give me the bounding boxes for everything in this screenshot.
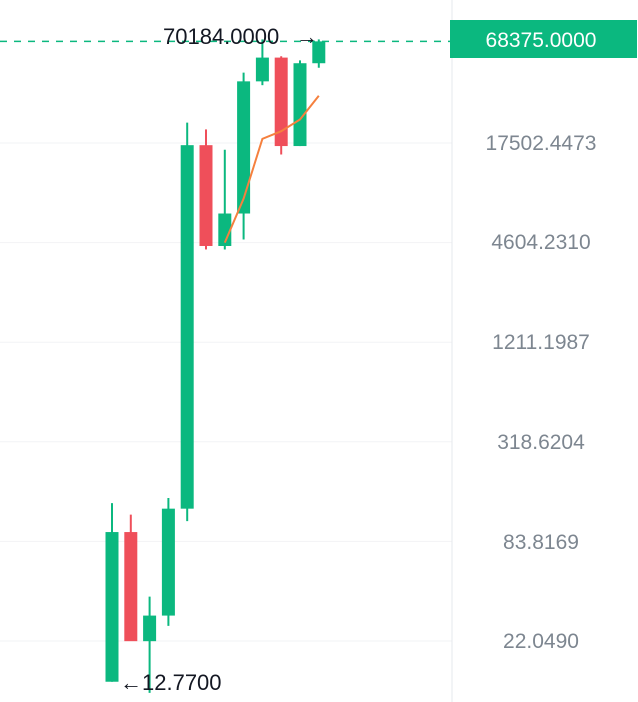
candle-body bbox=[124, 532, 138, 642]
candle-body bbox=[312, 41, 326, 64]
candle-body bbox=[293, 63, 307, 147]
y-tick-label: 318.6204 bbox=[497, 431, 585, 454]
high-annotation-arrow: → bbox=[296, 24, 318, 49]
candle-body bbox=[218, 213, 232, 246]
low-annotation-arrow: ← bbox=[120, 670, 142, 695]
current-price-badge-bg bbox=[450, 20, 637, 58]
candle-body bbox=[255, 57, 269, 82]
candle-body bbox=[105, 532, 119, 682]
low-annotation: ← 12.7700 bbox=[120, 670, 222, 695]
y-tick-label: 17502.4473 bbox=[486, 132, 597, 155]
candle-body bbox=[180, 145, 194, 509]
current-price-badge: 68375.0000 bbox=[450, 20, 637, 58]
y-tick-label: 1211.1987 bbox=[492, 331, 590, 354]
high-annotation: 70184.0000 → bbox=[163, 24, 318, 49]
candle-body bbox=[161, 508, 175, 616]
candle-body bbox=[274, 57, 288, 147]
y-tick-label: 22.0490 bbox=[503, 630, 579, 653]
current-price-label: 68375.0000 bbox=[486, 29, 597, 52]
high-annotation-label: 70184.0000 bbox=[163, 24, 279, 49]
grid-lines bbox=[0, 142, 452, 642]
y-axis-ticks: 17502.4473 4604.2310 1211.1987 318.6204 … bbox=[486, 132, 597, 653]
candle-body bbox=[143, 615, 157, 642]
low-annotation-label: 12.7700 bbox=[142, 670, 222, 695]
candles bbox=[105, 39, 326, 693]
candle-body bbox=[199, 145, 213, 246]
y-tick-label: 4604.2310 bbox=[491, 231, 590, 254]
candle-body bbox=[237, 81, 251, 214]
y-tick-label: 83.8169 bbox=[503, 531, 579, 554]
moving-average-line bbox=[223, 95, 320, 244]
